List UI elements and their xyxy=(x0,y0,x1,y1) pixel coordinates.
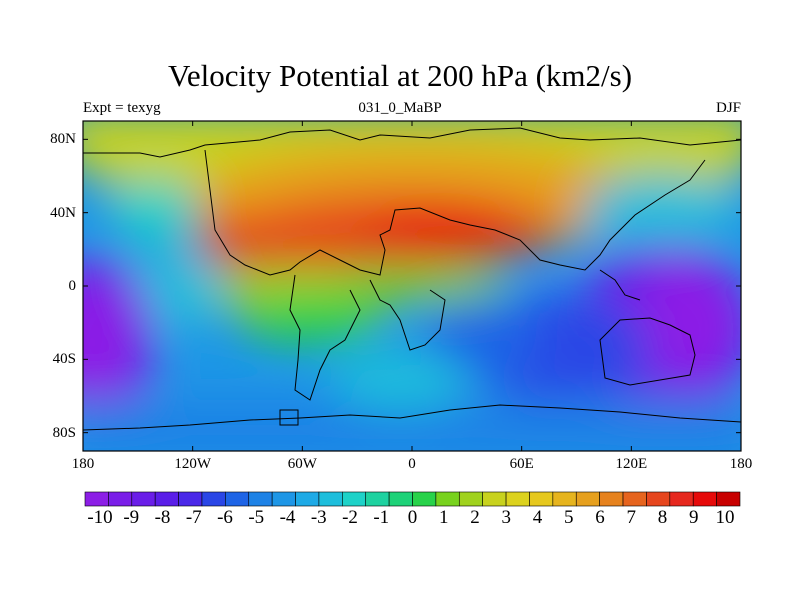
colorbar-swatch xyxy=(458,491,483,507)
colorbar-swatch xyxy=(295,491,320,507)
colorbar-label: 4 xyxy=(532,507,543,528)
map-title: Velocity Potential at 200 hPa (km2/s) xyxy=(167,58,633,93)
contour-field xyxy=(83,121,741,451)
colorbar-swatch xyxy=(692,491,717,507)
colorbar-swatch xyxy=(271,491,296,507)
colorbar-swatch xyxy=(84,491,109,507)
colorbar-swatch xyxy=(154,491,179,507)
colorbar-swatch xyxy=(669,491,694,507)
colorbar-label: -2 xyxy=(342,507,358,528)
run-label: 031_0_MaBP xyxy=(358,100,442,116)
lat-label: 80N xyxy=(50,131,76,148)
lon-label: 60W xyxy=(287,456,317,472)
colorbar-label: 10 xyxy=(715,507,735,528)
colorbar-label: -8 xyxy=(154,507,171,528)
colorbar-swatch xyxy=(388,491,413,507)
colorbar-label: 2 xyxy=(470,507,480,528)
colorbar-swatch xyxy=(342,491,367,507)
colorbar-swatch xyxy=(365,491,390,507)
colorbar-label: -7 xyxy=(185,507,202,528)
colorbar-swatch xyxy=(108,491,133,507)
axis-ticks xyxy=(82,121,742,451)
lat-label: 0 xyxy=(68,278,77,294)
colorbar-label: 8 xyxy=(657,507,668,528)
colorbar-swatch xyxy=(622,491,647,507)
lon-label: 120W xyxy=(174,456,211,472)
lat-label: 40S xyxy=(52,351,76,368)
lon-label: 0 xyxy=(408,456,416,472)
lon-label: 180 xyxy=(729,456,753,472)
colorbar-swatch xyxy=(552,491,577,507)
colorbar-label: -3 xyxy=(310,507,327,528)
season-label: DJF xyxy=(715,100,741,116)
colorbar-swatch xyxy=(131,491,156,507)
colorbar-swatch xyxy=(529,491,554,507)
colorbar-swatch xyxy=(575,491,600,507)
colorbar-label: 7 xyxy=(626,507,637,528)
colorbar-label: 0 xyxy=(407,507,418,528)
colorbar-swatch xyxy=(318,491,343,507)
colorbar-label: -4 xyxy=(279,507,296,528)
colorbar-label: 5 xyxy=(564,507,574,528)
colorbar-swatch xyxy=(225,491,250,507)
colorbar-swatch xyxy=(482,491,507,507)
colorbar-label: -9 xyxy=(123,507,140,528)
lat-label: 40N xyxy=(50,204,76,221)
lat-label: 80S xyxy=(52,424,76,441)
colorbar-swatch xyxy=(599,491,624,507)
colorbar-swatch xyxy=(412,491,437,507)
lon-label: 180 xyxy=(71,456,95,472)
colorbar-label: 6 xyxy=(595,507,605,528)
colorbar-swatch xyxy=(248,491,273,507)
colorbar xyxy=(84,491,741,507)
colorbar-label: 9 xyxy=(689,507,699,528)
experiment-label: Expt = texyg xyxy=(83,100,161,116)
lon-label: 60E xyxy=(509,456,534,472)
coastlines xyxy=(83,127,741,431)
colorbar-swatch xyxy=(435,491,460,507)
colorbar-label: 3 xyxy=(501,507,512,528)
colorbar-swatch xyxy=(178,491,203,507)
colorbar-label: -6 xyxy=(217,507,233,528)
colorbar-label: 1 xyxy=(439,507,449,528)
colorbar-swatch xyxy=(646,491,671,507)
colorbar-swatch xyxy=(716,491,741,507)
lon-label: 120E xyxy=(615,456,648,472)
colorbar-swatch xyxy=(505,491,530,507)
colorbar-label: -10 xyxy=(87,507,113,528)
colorbar-swatch xyxy=(201,491,226,507)
colorbar-label: -5 xyxy=(248,507,265,528)
colorbar-label: -1 xyxy=(373,507,390,528)
